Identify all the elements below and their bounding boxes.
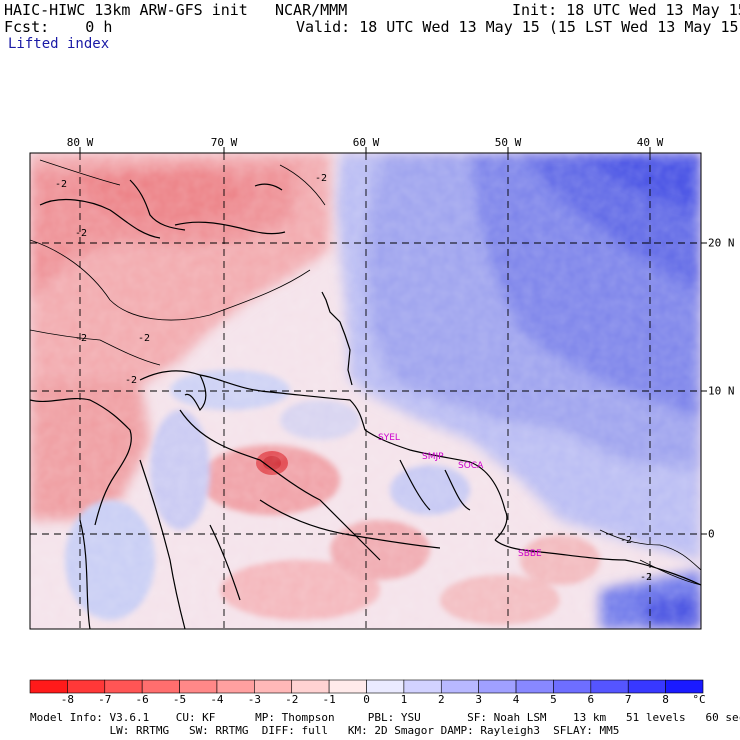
lon-label-40w: 40 W [636,136,664,149]
colorbar-swatch [291,679,330,694]
contour-label: -2 [75,228,87,239]
contour-label: -2 [75,333,87,344]
colorbar-label: 2 [437,693,445,706]
station-label: SOCA [458,461,484,471]
station-label: SYEL [378,433,400,443]
colorbar-swatch [216,679,255,694]
colorbar-swatch [627,679,666,694]
colorbar-label: -1 [322,693,336,706]
colorbar-label: -3 [247,693,261,706]
colorbar-label: 0 [363,693,370,706]
coastlines [30,179,701,629]
graticule [30,153,701,629]
contour-label: -2 [315,173,327,184]
map-frame [29,152,702,630]
contour-label: -2 [55,179,67,190]
frame-ticks [79,147,707,535]
contour-label: -2 [620,535,632,546]
colorbar-label: -6 [135,693,149,706]
colorbar-label: °C [692,693,706,706]
colorbar-label: -8 [60,693,74,706]
colorbar-label: 4 [512,693,520,706]
colorbar-swatch [403,679,442,694]
colorbar-label: -7 [98,693,112,706]
lon-label-70w: 70 W [210,136,238,149]
contours [30,159,701,586]
contour-label: -2 [138,333,150,344]
colorbar-label: 7 [624,693,632,706]
lon-label-60w: 60 W [352,136,380,149]
colorbar-swatch [328,679,367,694]
lon-label-80w: 80 W [66,136,94,149]
model-title: HAIC-HIWC 13km ARW-GFS init [4,1,248,19]
lat-label-0: 0 [708,527,715,541]
colorbar-swatch [665,679,704,694]
station-label: SMJP [422,452,444,462]
colorbar-label: -2 [285,693,299,706]
model-info-line2: LW: RRTMG SW: RRTMG DIFF: full KM: 2D Sm… [30,724,620,737]
station-label: SBBE [518,549,542,559]
lat-label-20n: 20 N [708,236,735,250]
colorbar-label: 1 [400,693,408,706]
contour-label: -2 [125,375,137,386]
colorbar-swatch [104,679,143,694]
colorbar-label: 8 [662,693,669,706]
colorbar-label: 6 [587,693,595,706]
colorbar-swatch [590,679,629,694]
colorbar-swatch [254,679,293,694]
valid-time: Valid: 18 UTC Wed 13 May 15 (15 LST Wed … [296,18,740,36]
colorbar-label: -5 [172,693,187,706]
colorbar-label: 5 [550,693,557,706]
colorbar-swatch [29,679,68,694]
colorbar [29,679,704,694]
forecast-hour: Fcst: 0 h [4,18,113,36]
colorbar-swatch [179,679,218,694]
lon-label-50w: 50 W [494,136,522,149]
colorbar-swatch [67,679,106,694]
colorbar-swatch [141,679,180,694]
model-info-line1: Model Info: V3.6.1 CU: KF MP: Thompson P… [30,711,740,724]
colorbar-swatch [478,679,517,694]
colorbar-swatch [440,679,479,694]
colorbar-swatch [366,679,405,694]
contour-label: -2 [640,572,652,583]
colorbar-label: 3 [475,693,482,706]
field-name: Lifted index [8,36,110,52]
colorbar-swatch [553,679,592,694]
colorbar-label: -4 [210,693,224,706]
init-time: Init: 18 UTC Wed 13 May 15 [512,1,740,19]
organization: NCAR/MMM [275,1,348,19]
lat-label-10n: 10 N [708,384,735,398]
colorbar-swatch [515,679,554,694]
